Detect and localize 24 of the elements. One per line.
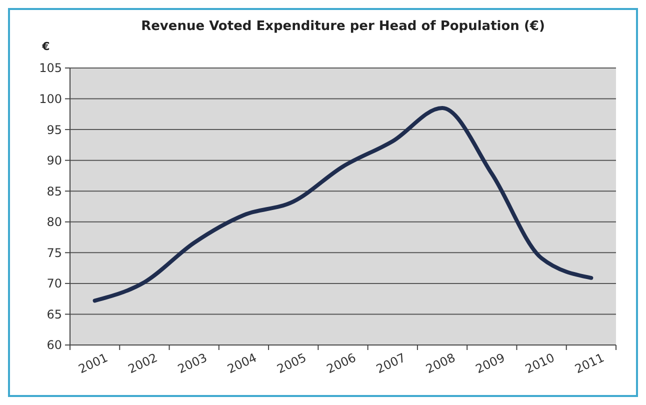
y-tick-label: 105: [39, 61, 62, 76]
y-tick-label: 95: [46, 122, 62, 137]
y-tick-label: 60: [46, 338, 62, 352]
x-tick-label: 2006: [324, 350, 358, 376]
x-tick-label: 2004: [225, 350, 259, 376]
y-tick-label: 65: [46, 307, 62, 322]
y-tick-label: 90: [46, 154, 62, 168]
x-tick-label: 2005: [274, 350, 308, 376]
y-axis-title: €: [41, 40, 50, 53]
y-tick-label: 80: [46, 215, 62, 230]
y-tick-label: 70: [46, 276, 62, 291]
x-tick-label: 2001: [76, 350, 110, 376]
y-tick-label: 100: [39, 92, 62, 106]
line-series: [92, 106, 594, 303]
x-tick-label: 2011: [572, 350, 606, 376]
x-tick-label: 2003: [176, 350, 210, 376]
chart-title: Revenue Voted Expenditure per Head of Population (€): [141, 19, 545, 34]
x-tick-label: 2008: [424, 350, 458, 376]
y-tick-label: 85: [46, 184, 62, 198]
x-tick-label: 2007: [374, 350, 408, 376]
x-tick-label: 2010: [523, 350, 557, 376]
x-tick-label: 2009: [473, 350, 508, 376]
x-tick-label: 2002: [126, 350, 160, 376]
y-tick-label: 75: [46, 246, 62, 260]
